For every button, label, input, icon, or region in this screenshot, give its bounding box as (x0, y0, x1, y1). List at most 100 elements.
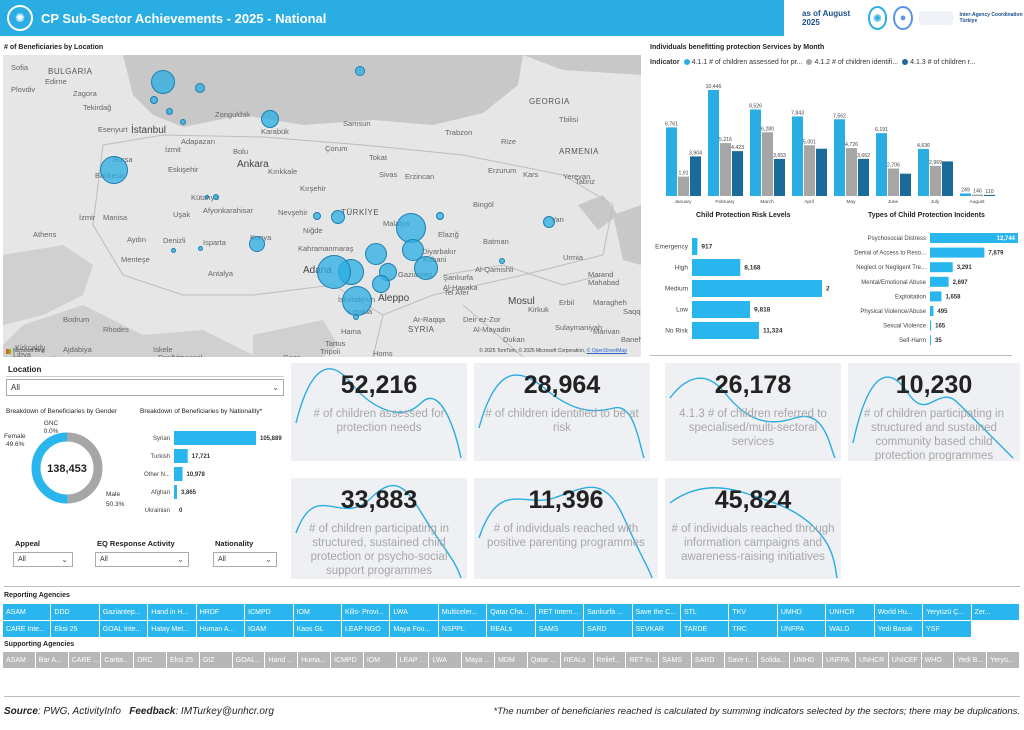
agency-tile[interactable]: UNFPA (823, 652, 855, 668)
appeal-select[interactable]: All ⌄ (13, 552, 73, 567)
agency-tile[interactable]: SARD (691, 652, 724, 668)
agency-tile[interactable]: MDM (495, 652, 527, 668)
agency-tile[interactable]: CARE ... (68, 652, 101, 668)
nationality-select[interactable]: All ⌄ (213, 552, 277, 567)
map-bubble[interactable] (213, 194, 219, 200)
map-bubble[interactable] (331, 210, 345, 224)
agency-tile[interactable]: Hand ... (265, 652, 298, 668)
agency-tile[interactable]: Yeryü... (987, 652, 1019, 668)
map-bubble[interactable] (261, 110, 279, 128)
map-bubble[interactable] (151, 70, 175, 94)
agency-tile[interactable]: Hatay Met... (148, 621, 196, 637)
map-bubble[interactable] (355, 66, 365, 76)
map-bubble[interactable] (205, 195, 209, 199)
agency-tile[interactable]: SAMS (535, 621, 584, 637)
agency-tile[interactable]: World Hu... (874, 604, 923, 620)
agency-tile[interactable]: RET Intern... (535, 604, 584, 620)
beneficiaries-map[interactable]: Sofia BULGARIA Plovdiv Zagora Edirne Tekirdağ… (3, 55, 641, 357)
map-bubble[interactable] (249, 236, 265, 252)
agency-tile[interactable]: GIZ (199, 652, 232, 668)
agency-tile[interactable]: DRC (134, 652, 167, 668)
agency-tile[interactable]: Save the C... (632, 604, 680, 620)
agency-tile[interactable]: DDD (51, 604, 99, 620)
agency-tile[interactable]: Hand in H... (148, 604, 196, 620)
agency-tile[interactable]: ICMPD (331, 652, 363, 668)
agency-tile[interactable]: Yeryüzü Ç... (923, 604, 971, 620)
map-bubble[interactable] (365, 243, 387, 265)
agency-tile[interactable]: UNFPA (777, 621, 826, 637)
location-select[interactable]: All ⌄ (6, 379, 284, 396)
osm-link[interactable]: © OpenStreetMap (586, 348, 627, 354)
agency-tile[interactable]: Multiceler... (438, 604, 487, 620)
kpi-card[interactable]: 26,178 4.1.3 # of children referred to sp… (665, 363, 841, 461)
agency-tile[interactable]: GOAL Inte... (99, 621, 148, 637)
kpi-card[interactable]: 10,230 # of children participating in str… (848, 363, 1020, 461)
agency-tile[interactable]: Kilis- Provi... (341, 604, 390, 620)
agency-tile[interactable]: Eksi 25 (167, 652, 199, 668)
agency-tile[interactable]: UMHD (777, 604, 826, 620)
agency-tile[interactable]: GOAL... (232, 652, 265, 668)
agency-tile[interactable]: Maya Fou... (390, 621, 438, 637)
map-bubble[interactable] (402, 239, 424, 261)
legend-entry[interactable]: 4.1.1 # of children assessed for pr... (683, 59, 802, 66)
map-bubble[interactable] (197, 245, 203, 251)
agency-tile[interactable]: UNHCR (855, 652, 888, 668)
agency-tile[interactable]: Huma... (298, 652, 331, 668)
agency-tile[interactable]: IOM (293, 604, 341, 620)
agency-tile[interactable]: STL (680, 604, 729, 620)
agency-tile[interactable]: Solida... (757, 652, 790, 668)
agency-tile[interactable]: LWA (390, 604, 438, 620)
agency-tile[interactable]: Carita... (101, 652, 134, 668)
agency-tile[interactable]: YSF (923, 621, 971, 637)
agency-tile[interactable]: SAMS (659, 652, 691, 668)
agency-tile[interactable]: TRC (729, 621, 777, 637)
agency-tile[interactable]: Kaos GL (293, 621, 341, 637)
agency-tile[interactable]: Maya ... (462, 652, 495, 668)
agency-tile[interactable]: Sanlıurfa ... (584, 604, 632, 620)
agency-tile[interactable]: UNHCR (826, 604, 874, 620)
eq-response-select[interactable]: All ⌄ (95, 552, 189, 567)
agency-tile[interactable]: Relief... (593, 652, 626, 668)
map-bubble[interactable] (150, 96, 158, 104)
agency-tile[interactable]: LEAP NGO (341, 621, 390, 637)
agency-tile[interactable]: SARD (584, 621, 632, 637)
map-bubble[interactable] (396, 213, 426, 243)
agency-tile[interactable]: TARDE (680, 621, 729, 637)
agency-tile[interactable]: WALD (826, 621, 874, 637)
agency-tile[interactable]: Zer... (971, 604, 1019, 620)
agency-tile[interactable]: Save t... (724, 652, 757, 668)
agency-tile[interactable]: Yedi Basak (874, 621, 923, 637)
agency-tile[interactable]: RET In... (626, 652, 659, 668)
map-bubble[interactable] (165, 107, 173, 115)
agency-tile[interactable]: ASAM (3, 604, 51, 620)
feedback-email[interactable]: : IMTurkey@unhcr.org (175, 706, 274, 717)
agency-tile[interactable]: SEVKAR (632, 621, 680, 637)
legend-entry[interactable]: 4.1.2 # of children identifi... (806, 59, 898, 66)
agency-tile[interactable]: Gaziantep... (99, 604, 148, 620)
agency-tile[interactable]: LWA (429, 652, 462, 668)
kpi-card[interactable]: 45,824 # of individuals reached through i… (665, 478, 841, 579)
agency-tile[interactable]: HRDF (196, 604, 245, 620)
agency-tile[interactable]: Human A... (196, 621, 245, 637)
agency-tile[interactable]: IGAM (245, 621, 293, 637)
agency-tile[interactable]: UMHD (790, 652, 823, 668)
agency-tile[interactable]: Bar A... (35, 652, 68, 668)
agency-tile[interactable]: CARE Inte... (3, 621, 51, 637)
agency-tile[interactable]: Yedi B... (954, 652, 987, 668)
map-bubble[interactable] (313, 212, 321, 220)
agency-tile[interactable]: WHO (921, 652, 954, 668)
agency-tile[interactable]: IOM (363, 652, 396, 668)
agency-tile[interactable]: Qatar Cha... (487, 604, 535, 620)
map-bubble[interactable] (317, 255, 351, 289)
kpi-card[interactable]: 52,216 # of children assessed for protect… (291, 363, 467, 461)
map-bubble[interactable] (100, 156, 128, 184)
agency-tile[interactable]: NSPPL (438, 621, 487, 637)
agency-tile[interactable]: UNICEF (888, 652, 921, 668)
map-bubble[interactable] (342, 286, 372, 316)
agency-tile[interactable]: TKV (729, 604, 777, 620)
agency-tile[interactable]: REALs (560, 652, 593, 668)
legend-entry[interactable]: 4.1.3 # of children r... (902, 59, 976, 66)
kpi-card[interactable]: 11,396 # of individuals reached with posi… (474, 478, 658, 579)
map-bubble[interactable] (353, 314, 359, 320)
map-bubble[interactable] (195, 83, 205, 93)
